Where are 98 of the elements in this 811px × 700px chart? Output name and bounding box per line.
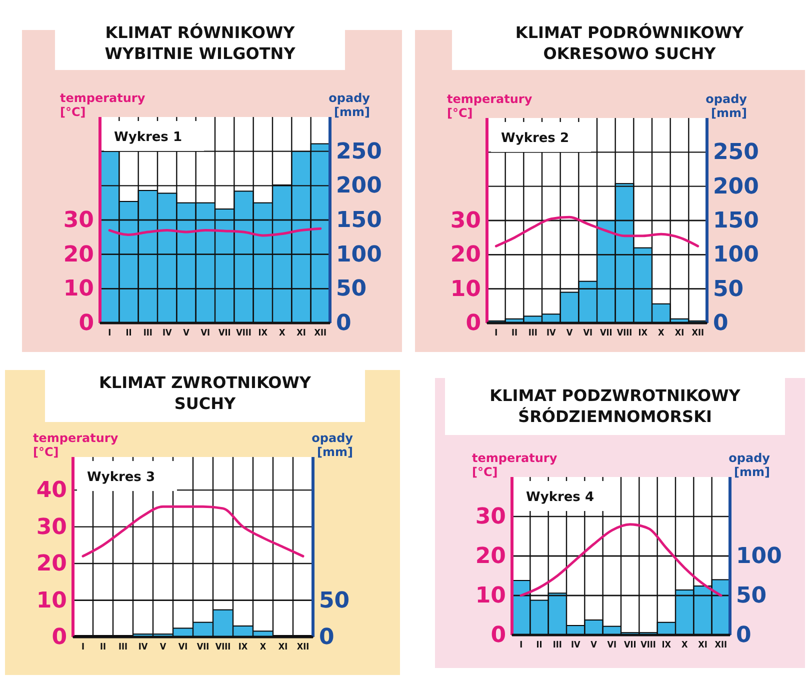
annotation: Wykres 3: [87, 470, 155, 485]
x-tick-label: X: [681, 640, 688, 650]
y2-tick-label: 200: [713, 174, 759, 200]
x-tick-label: IV: [546, 328, 557, 338]
x-tick-label: X: [658, 328, 666, 338]
y2-axis-title: opady [mm]: [728, 451, 770, 479]
x-tick-label: IX: [662, 640, 672, 650]
x-tick-label: III: [528, 328, 538, 338]
x-tick-label: X: [278, 328, 286, 338]
y2-tick-label: 50: [713, 276, 744, 302]
y-tick-label: 30: [450, 208, 481, 234]
y2-tick-label: 0: [736, 623, 752, 648]
x-tick-label: XI: [698, 640, 708, 650]
y-tick-label: 10: [450, 276, 481, 302]
y-tick-label: 0: [52, 625, 67, 650]
x-tick-label: V: [160, 642, 167, 652]
x-tick-label: VI: [200, 328, 210, 338]
x-tick-label: IX: [258, 328, 268, 338]
y-tick-label: 30: [475, 504, 506, 530]
y2-tick-label: 50: [336, 276, 367, 302]
x-tick-label: XII: [314, 328, 327, 338]
y2-axis-title: opady [mm]: [706, 92, 748, 120]
x-tick-label: IV: [162, 328, 172, 338]
y-tick-label: 0: [490, 623, 506, 648]
x-tick-label: VII: [600, 328, 612, 338]
y2-tick-label: 250: [713, 140, 759, 166]
y-tick-label: 0: [466, 311, 481, 336]
x-tick-label: III: [143, 328, 152, 338]
x-tick-label: I: [520, 640, 523, 650]
x-tick-label: IV: [138, 642, 148, 652]
x-tick-label: VI: [607, 640, 617, 650]
chart-title: KLIMAT PODRÓWNIKOWY OKRESOWO SUCHY: [515, 23, 744, 63]
x-tick-label: VI: [178, 642, 188, 652]
y2-tick-label: 0: [336, 311, 352, 336]
x-tick-label: XII: [714, 640, 728, 650]
y-axis-title: temperatury [°C]: [447, 92, 532, 120]
x-tick-label: VIII: [215, 642, 231, 652]
x-tick-label: II: [511, 328, 518, 338]
y2-axis-title: opady [mm]: [328, 91, 370, 119]
x-tick-label: V: [590, 640, 598, 650]
x-tick-label: II: [536, 640, 542, 650]
chart-title: KLIMAT RÓWNIKOWY WYBITNIE WILGOTNY: [104, 23, 296, 63]
annotation: Wykres 4: [526, 490, 594, 505]
chart-title: KLIMAT ZWROTNIKOWY SUCHY: [98, 373, 312, 413]
x-tick-label: III: [552, 640, 562, 650]
x-tick-label: II: [100, 642, 106, 652]
x-tick-label: XII: [692, 328, 704, 338]
x-tick-label: VIII: [640, 640, 656, 650]
x-tick-label: V: [183, 328, 190, 338]
y-tick-label: 10: [475, 584, 506, 609]
x-tick-label: XII: [296, 642, 310, 652]
y2-tick-label: 50: [319, 588, 350, 614]
y2-tick-label: 150: [713, 208, 759, 234]
x-tick-label: VII: [218, 328, 231, 338]
annotation: Wykres 1: [114, 130, 182, 145]
x-tick-label: VIII: [616, 328, 632, 338]
y-tick-label: 20: [63, 242, 94, 268]
y2-tick-label: 0: [713, 311, 728, 336]
y-tick-label: 20: [36, 552, 67, 577]
y-axis-title: temperatury [°C]: [33, 431, 118, 459]
y-axis-title: temperatury [°C]: [472, 451, 558, 479]
x-tick-label: I: [81, 642, 85, 652]
x-tick-label: VI: [583, 328, 592, 338]
y2-tick-label: 250: [336, 139, 382, 164]
x-tick-label: III: [118, 642, 128, 652]
y2-axis-title: opady [mm]: [312, 431, 354, 459]
y-tick-label: 10: [63, 276, 94, 302]
x-tick-label: VII: [624, 640, 636, 650]
x-tick-label: V: [566, 328, 574, 338]
y-tick-label: 30: [63, 208, 94, 234]
x-tick-label: IX: [238, 642, 248, 652]
x-tick-label: VII: [196, 642, 210, 652]
y-tick-label: 10: [36, 588, 67, 614]
y2-tick-label: 150: [336, 208, 382, 234]
y2-tick-label: 200: [336, 174, 382, 199]
y-tick-label: 20: [450, 242, 481, 268]
chart-title: KLIMAT PODZWROTNIKOWY ŚRÓDZIEMNOMORSKI: [490, 386, 741, 426]
y-tick-label: 30: [36, 514, 67, 540]
y2-tick-label: 0: [319, 625, 334, 650]
y2-tick-label: 100: [336, 242, 382, 268]
y-axis-title: temperatury [°C]: [60, 91, 146, 119]
x-tick-label: XI: [674, 328, 684, 338]
x-tick-label: XI: [278, 642, 288, 652]
annotation: Wykres 2: [501, 131, 569, 146]
x-tick-label: IV: [570, 640, 581, 650]
y-tick-label: 20: [475, 544, 506, 570]
y2-tick-label: 100: [713, 242, 759, 268]
x-tick-label: VIII: [236, 328, 252, 338]
y-tick-label: 0: [78, 311, 94, 336]
y2-tick-label: 100: [736, 544, 782, 570]
y2-tick-label: 50: [736, 584, 767, 609]
x-tick-label: XI: [296, 328, 306, 338]
x-tick-label: IX: [638, 328, 648, 338]
x-tick-label: II: [126, 328, 132, 338]
x-tick-label: I: [494, 328, 498, 338]
x-tick-label: I: [108, 328, 112, 338]
y-tick-label: 40: [36, 478, 67, 504]
x-tick-label: X: [260, 642, 267, 652]
